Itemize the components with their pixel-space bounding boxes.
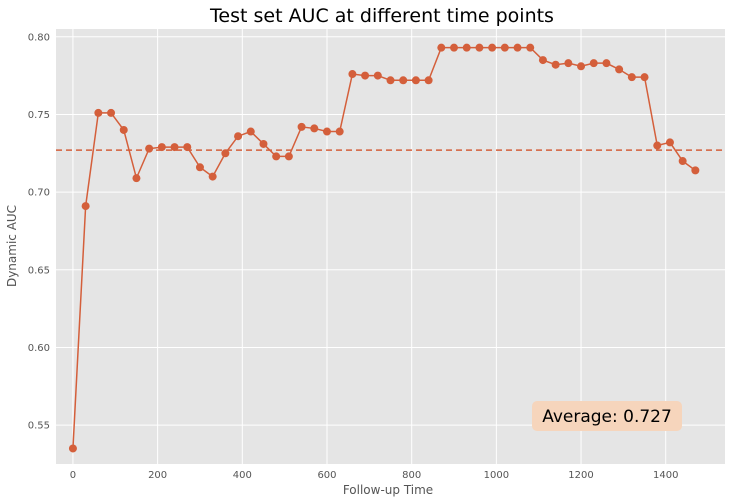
x-tick-label: 1000 xyxy=(484,470,509,481)
y-tick-label: 0.55 xyxy=(28,421,50,432)
y-tick-label: 0.75 xyxy=(28,110,50,121)
auc-data-point xyxy=(564,59,573,68)
auc-data-point xyxy=(653,141,662,150)
auc-data-point xyxy=(678,157,687,166)
auc-data-point xyxy=(234,132,243,141)
auc-data-point xyxy=(538,56,547,65)
auc-data-point xyxy=(589,59,598,68)
auc-data-point xyxy=(297,122,306,131)
x-tick-label: 200 xyxy=(148,470,167,481)
auc-data-point xyxy=(399,76,408,85)
x-tick-label: 800 xyxy=(402,470,421,481)
auc-data-point xyxy=(259,139,268,148)
auc-data-point xyxy=(246,127,255,136)
auc-data-point xyxy=(272,152,281,161)
auc-data-point xyxy=(602,59,611,68)
auc-data-point xyxy=(361,71,370,80)
auc-data-point xyxy=(526,43,535,52)
auc-data-point xyxy=(411,76,420,85)
average-annotation-text: Average: 0.727 xyxy=(542,407,672,427)
auc-data-point xyxy=(183,143,192,152)
auc-data-point xyxy=(513,43,522,52)
x-tick-label: 600 xyxy=(317,470,336,481)
chart-title: Test set AUC at different time points xyxy=(209,5,554,27)
auc-data-point xyxy=(157,143,166,152)
x-tick-label: 1200 xyxy=(568,470,593,481)
auc-data-point xyxy=(107,108,116,117)
plot-area: 0 200 400 600 800 1000 1200 1400 0.55 0.60 0.65 0.7… xyxy=(28,29,725,481)
plot-background xyxy=(56,29,725,464)
auc-data-point xyxy=(145,144,154,153)
auc-data-point xyxy=(475,43,484,52)
auc-data-point xyxy=(170,143,179,152)
auc-data-point xyxy=(310,124,319,133)
y-axis-label: Dynamic AUC xyxy=(5,205,19,287)
auc-data-point xyxy=(627,73,636,82)
auc-data-point xyxy=(208,172,217,181)
auc-data-point xyxy=(335,127,344,136)
auc-data-point xyxy=(462,43,471,52)
auc-data-point xyxy=(437,43,446,52)
x-tick-label: 400 xyxy=(233,470,252,481)
auc-data-point xyxy=(577,62,586,71)
auc-data-point xyxy=(450,43,459,52)
y-tick-label: 0.70 xyxy=(28,188,50,199)
auc-data-point xyxy=(665,138,674,147)
auc-data-point xyxy=(500,43,509,52)
x-axis-label: Follow-up Time xyxy=(343,483,433,497)
y-tick-label: 0.65 xyxy=(28,265,50,276)
x-tick-label: 0 xyxy=(70,470,76,481)
auc-data-point xyxy=(551,60,560,69)
auc-data-point xyxy=(195,163,204,172)
auc-data-point xyxy=(322,127,331,136)
auc-data-point xyxy=(132,174,141,183)
auc-data-point xyxy=(424,76,433,85)
auc-data-point xyxy=(81,202,90,211)
auc-data-point xyxy=(284,152,293,161)
average-annotation-box xyxy=(532,401,682,431)
auc-data-point xyxy=(119,125,128,134)
y-tick-label: 0.60 xyxy=(28,343,50,354)
auc-data-point xyxy=(373,71,382,80)
y-tick-label: 0.80 xyxy=(28,32,50,43)
auc-data-point xyxy=(691,166,700,175)
auc-data-point xyxy=(348,70,357,79)
auc-data-point xyxy=(386,76,395,85)
auc-data-point xyxy=(488,43,497,52)
x-tick-label: 1400 xyxy=(653,470,678,481)
auc-data-point xyxy=(615,65,624,74)
auc-data-point xyxy=(221,149,230,158)
auc-data-point xyxy=(640,73,649,82)
auc-data-point xyxy=(68,444,77,453)
auc-data-point xyxy=(94,108,103,117)
